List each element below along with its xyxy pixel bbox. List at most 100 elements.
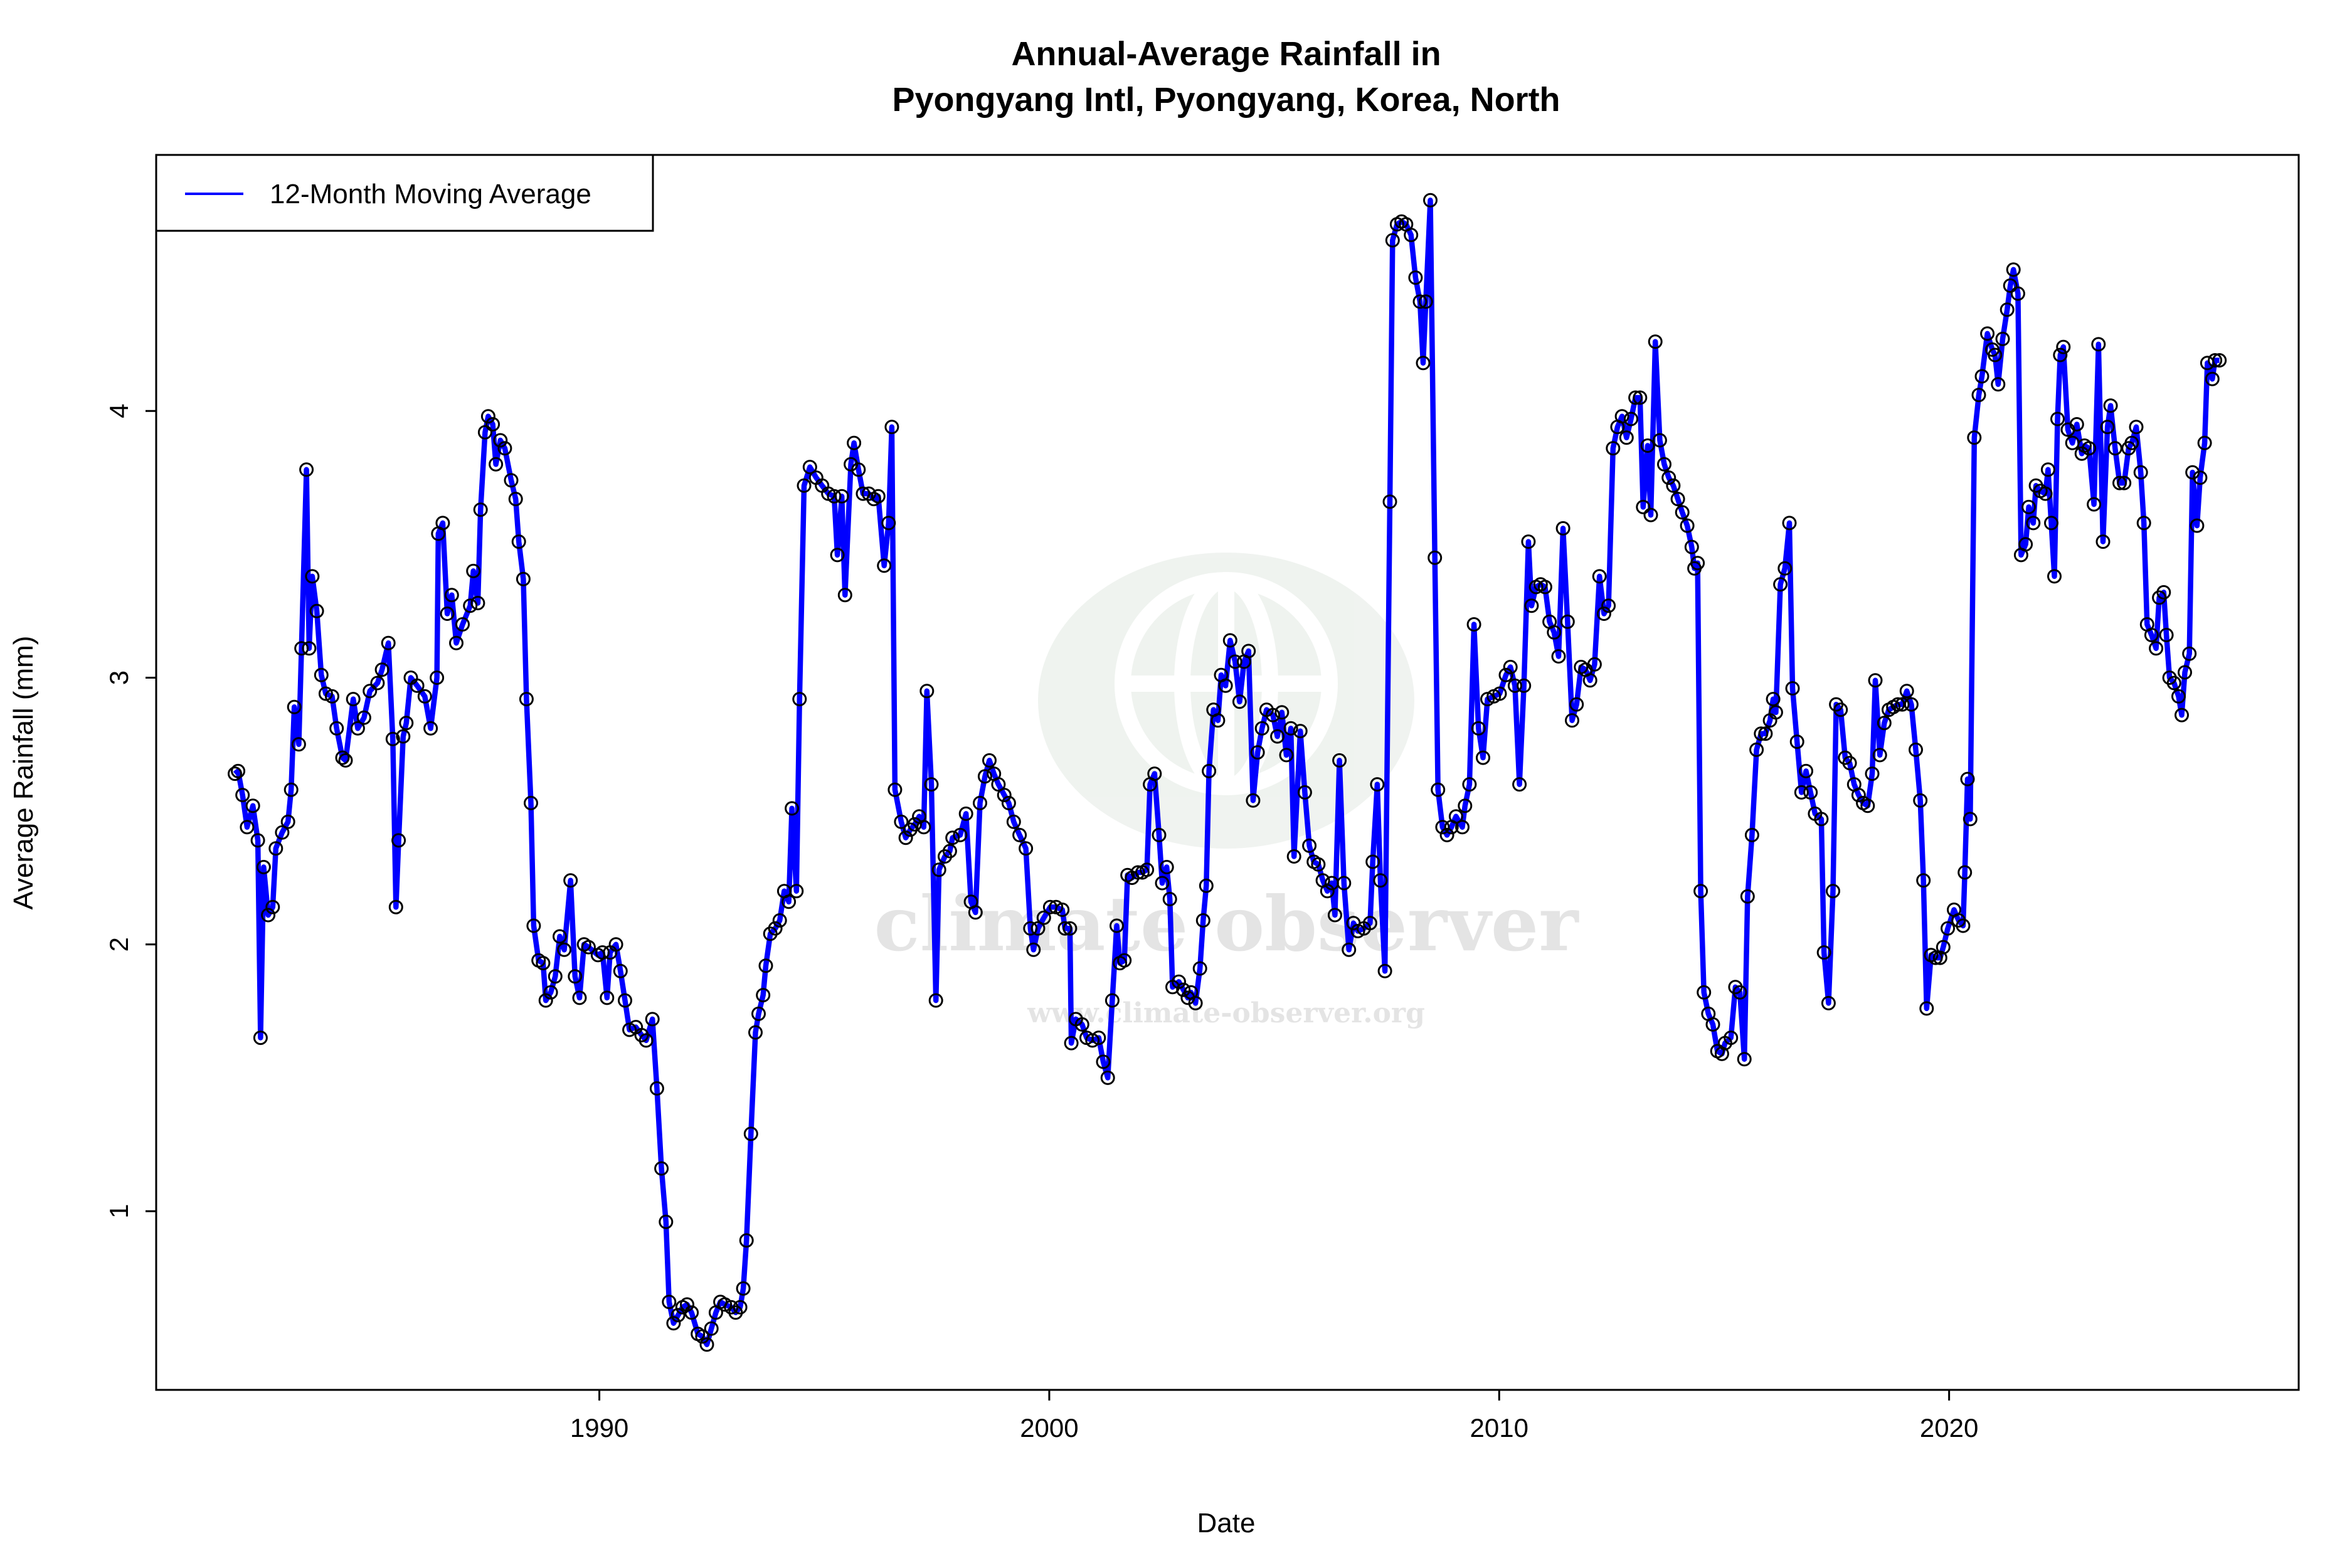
data-point [1110,918,1124,933]
data-point [1768,705,1783,720]
data-point [2087,497,2102,512]
data-point [557,942,572,957]
data-point [1172,974,1186,989]
data-point [758,958,773,973]
data-point [294,641,309,656]
data-point [1601,598,1616,613]
data-point [2006,262,2021,277]
data-point [335,750,350,765]
data-point [1794,785,1809,800]
data-point [1680,518,1695,533]
data-point [736,1281,751,1296]
data-point [526,918,541,933]
data-point [1480,692,1495,707]
data-point [1311,857,1326,872]
data-point [2149,641,2164,656]
data-point [1332,753,1347,768]
data-point [881,516,896,531]
data-point [1537,580,1552,595]
data-point [834,489,849,504]
x-tick-label: 2000 [1020,1413,1078,1443]
data-point [1466,617,1481,632]
data-point [1270,729,1285,744]
data-point [2053,347,2068,363]
data-point [1162,892,1177,906]
data-point [1899,684,1914,699]
data-point [928,993,943,1008]
x-tick-label: 2020 [1920,1413,1978,1443]
data-point [659,1214,674,1229]
data-point [916,820,931,835]
data-point [1155,876,1170,891]
data-point [1100,1070,1115,1085]
data-point [385,731,400,746]
data-point [1408,270,1423,285]
data-point [444,588,459,603]
data-point [1754,726,1769,741]
data-point [1337,876,1352,891]
data-point [1036,910,1051,925]
x-tick-label: 2010 [1470,1413,1528,1443]
data-point [1833,702,1848,718]
data-point [473,502,488,517]
data-point [1592,569,1607,584]
data-point [2100,420,2115,435]
data-point [1606,441,1621,456]
data-point [1582,673,1597,688]
data-point [2112,475,2127,490]
data-point [945,830,960,845]
data-point [2175,707,2189,723]
data-point [1416,356,1431,371]
data-point [1412,294,1428,309]
data-point [1913,793,1928,808]
data-point [1320,884,1335,899]
data-point [837,588,852,603]
x-axis-label: Date [1197,1508,1256,1539]
data-point [1670,492,1685,507]
data-point [346,692,361,707]
data-point [1241,644,1256,659]
data-point [1404,228,1419,243]
data-point [595,945,610,960]
data-point [391,833,406,848]
data-point [608,937,623,952]
data-point [363,684,378,699]
data-point [1705,1017,1720,1032]
data-point [417,689,432,704]
data-point [1517,678,1532,693]
data-point [1297,785,1312,800]
data-point [2166,675,2181,691]
data-point [887,782,903,797]
data-point [1919,1001,1934,1016]
data-point [1365,854,1380,869]
data-point [1492,686,1507,701]
data-point [756,988,771,1003]
data-point [968,905,983,920]
data-point [1286,849,1301,864]
data-point [1816,945,1831,960]
data-point [1777,561,1793,576]
data-point [1724,1030,1739,1046]
data-point [2124,435,2139,450]
watermark: climate observer www.climate-observer.or… [874,553,1580,1029]
data-point [1868,673,1883,688]
data-point [1431,782,1446,797]
y-tick-label: 4 [104,404,134,418]
data-point [1373,873,1388,888]
watermark-name: climate observer [874,880,1580,968]
data-point [1547,625,1562,640]
data-point [1062,921,1078,936]
data-point [480,409,495,424]
data-point [2159,628,2174,642]
data-point [1498,667,1513,682]
data-point [1619,430,1634,445]
data-point [1636,499,1651,514]
data-point [1661,470,1677,485]
data-point [2136,516,2151,531]
data-point [1074,1017,1089,1032]
data-point [1652,433,1667,448]
data-point [2144,628,2159,642]
data-point [1439,827,1454,842]
y-axis-label: Average Rainfall (mm) [8,636,39,910]
